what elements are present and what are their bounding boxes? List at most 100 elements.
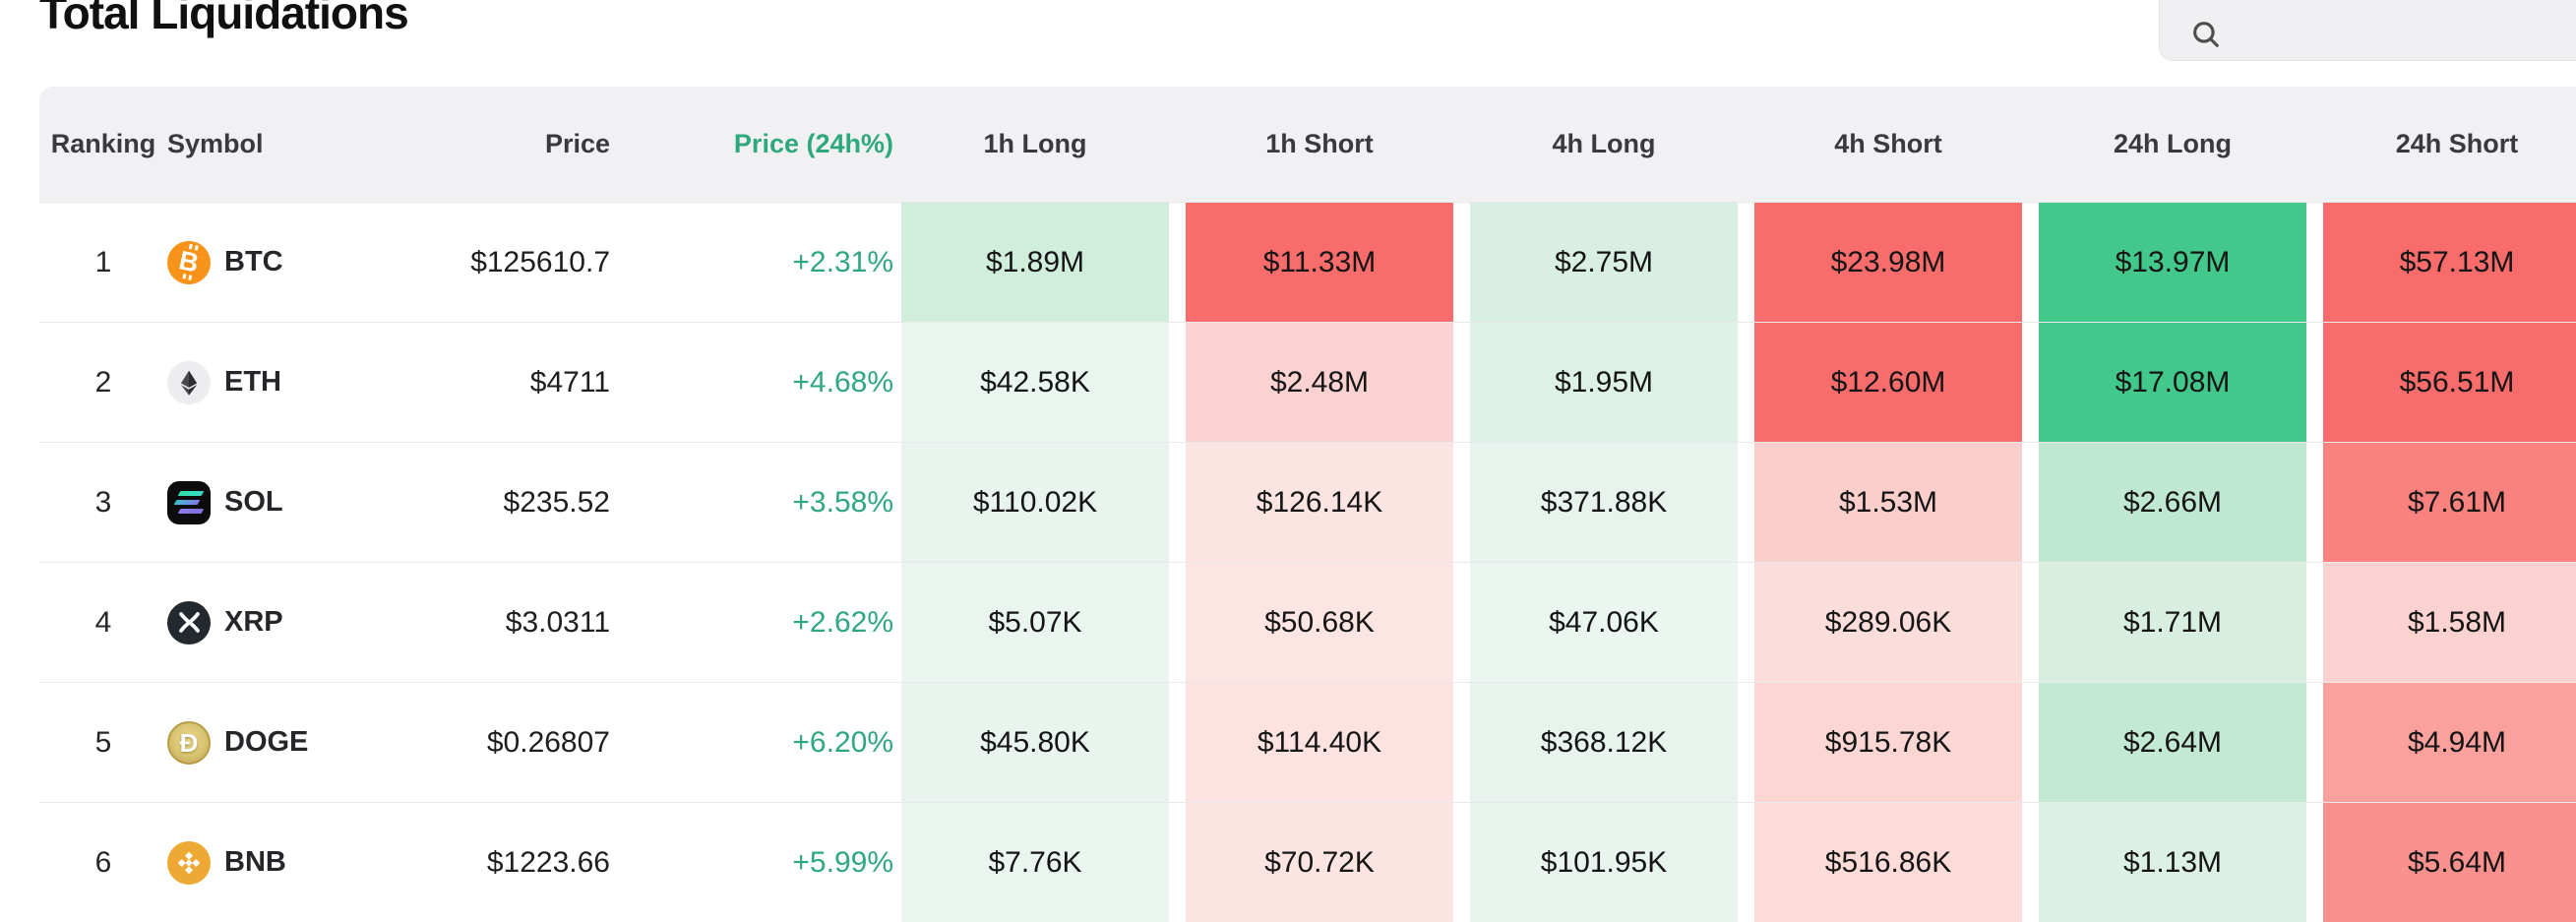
doge-coin-icon: Ð [167, 720, 211, 765]
symbol-cell[interactable]: Ð DOGE [167, 720, 364, 765]
xrp-x-glyph [178, 612, 200, 633]
symbol-ticker: SOL [224, 486, 283, 518]
cell-1h-short: $2.48M [1186, 323, 1453, 442]
cell-1h-short: $70.72K [1186, 803, 1453, 922]
price-value: $125610.7 [470, 245, 610, 278]
price-change-value: +3.58% [792, 485, 893, 519]
doge-d-glyph: Ð [179, 727, 199, 758]
liquidations-table: Ranking Symbol Price Price (24h%) 1h Lon… [39, 87, 2576, 922]
price-value: $1223.66 [486, 845, 610, 879]
symbol-cell[interactable]: B BTC [167, 240, 364, 284]
eth-diamond [180, 370, 198, 396]
cell-4h-long: $2.75M [1470, 203, 1738, 322]
header-24h-long[interactable]: 24h Long [2114, 129, 2232, 158]
price-change-value: +4.68% [792, 365, 893, 399]
cell-4h-long: $47.06K [1470, 563, 1738, 682]
price-value: $3.0311 [505, 605, 610, 639]
ranking-value: 1 [94, 245, 112, 278]
header-ranking[interactable]: Ranking [50, 129, 156, 158]
ranking-value: 3 [94, 485, 112, 519]
price-value: $4711 [529, 365, 610, 399]
table-row[interactable]: 1 B BTC $125610.7 +2.31% $1.89M $11.33M $2.75M $… [39, 202, 2576, 322]
price-change-value: +2.31% [792, 245, 893, 278]
cell-1h-short: $126.14K [1186, 443, 1453, 562]
symbol-cell[interactable]: XRP [167, 600, 364, 645]
ranking-value: 4 [94, 605, 112, 639]
btc-coin-icon: B [167, 240, 211, 284]
ranking-value: 2 [94, 365, 112, 399]
cell-4h-long: $368.12K [1470, 683, 1738, 802]
header-4h-short[interactable]: 4h Short [1834, 129, 1942, 158]
sol-bar [177, 491, 205, 496]
btc-b-glyph: B [176, 243, 202, 280]
cell-24h-long: $17.08M [2039, 323, 2306, 442]
cell-24h-long: $1.13M [2039, 803, 2306, 922]
cell-4h-short: $289.06K [1754, 563, 2022, 682]
table-header-row: Ranking Symbol Price Price (24h%) 1h Lon… [39, 87, 2576, 202]
cell-1h-long: $45.80K [901, 683, 1169, 802]
price-change-value: +5.99% [792, 845, 893, 879]
header-price[interactable]: Price [544, 129, 610, 158]
symbol-ticker: BTC [224, 246, 283, 277]
header-1h-short[interactable]: 1h Short [1265, 129, 1374, 158]
search-icon [2193, 22, 2219, 47]
ranking-value: 6 [94, 845, 112, 879]
symbol-cell[interactable]: ETH [167, 360, 364, 404]
cell-24h-long: $2.64M [2039, 683, 2306, 802]
table-row[interactable]: 2 ETH $4711 +4.68% $42.58K $2.48M $1.95M $12.60… [39, 322, 2576, 442]
cell-24h-short: $4.94M [2323, 683, 2576, 802]
header-4h-long[interactable]: 4h Long [1552, 129, 1656, 158]
price-change-value: +6.20% [792, 725, 893, 759]
price-value: $0.26807 [486, 725, 610, 759]
sol-coin-icon [167, 480, 211, 524]
table-body: 1 B BTC $125610.7 +2.31% $1.89M $11.33M $2.75M $… [39, 202, 2576, 922]
cell-4h-long: $371.88K [1470, 443, 1738, 562]
header-price-24h[interactable]: Price (24h%) [733, 129, 893, 158]
symbol-cell[interactable]: SOL [167, 480, 364, 524]
symbol-ticker: XRP [224, 606, 283, 638]
page-title: Total Liquidations [39, 0, 409, 38]
cell-24h-short: $57.13M [2323, 203, 2576, 322]
cell-4h-long: $1.95M [1470, 323, 1738, 442]
cell-1h-long: $110.02K [901, 443, 1169, 562]
cell-1h-long: $42.58K [901, 323, 1169, 442]
price-change-value: +2.62% [792, 605, 893, 639]
cell-1h-long: $5.07K [901, 563, 1169, 682]
symbol-ticker: BNB [224, 846, 286, 878]
cell-4h-short: $915.78K [1754, 683, 2022, 802]
cell-1h-short: $50.68K [1186, 563, 1453, 682]
header-1h-long[interactable]: 1h Long [983, 129, 1087, 158]
price-value: $235.52 [503, 485, 610, 519]
cell-24h-short: $7.61M [2323, 443, 2576, 562]
cell-1h-short: $114.40K [1186, 683, 1453, 802]
cell-4h-short: $1.53M [1754, 443, 2022, 562]
cell-24h-short: $5.64M [2323, 803, 2576, 922]
cell-24h-long: $13.97M [2039, 203, 2306, 322]
symbol-cell[interactable]: BNB [167, 840, 364, 885]
header-symbol[interactable]: Symbol [167, 129, 264, 158]
cell-24h-short: $56.51M [2323, 323, 2576, 442]
cell-4h-short: $516.86K [1754, 803, 2022, 922]
table-row[interactable]: 6 BNB $1223.66 +5.99% $7.76K $70.72K $101.95K $… [39, 802, 2576, 922]
search-input[interactable] [2239, 14, 2576, 55]
cell-4h-short: $23.98M [1754, 203, 2022, 322]
symbol-ticker: DOGE [224, 726, 309, 758]
ranking-value: 5 [94, 725, 112, 759]
search-box[interactable] [2159, 0, 2576, 61]
cell-1h-short: $11.33M [1186, 203, 1453, 322]
cell-1h-long: $7.76K [901, 803, 1169, 922]
table-row[interactable]: 5 Ð DOGE $0.26807 +6.20% $45.80K $114.40K $368.… [39, 682, 2576, 802]
cell-24h-long: $2.66M [2039, 443, 2306, 562]
cell-4h-short: $12.60M [1754, 323, 2022, 442]
table-row[interactable]: 4 XRP $3.0311 +2.62% $5.07K $50.68K $47.06K $28… [39, 562, 2576, 682]
symbol-ticker: ETH [224, 366, 281, 398]
header-24h-short[interactable]: 24h Short [2395, 129, 2519, 158]
cell-24h-long: $1.71M [2039, 563, 2306, 682]
bnb-coin-icon [167, 840, 211, 885]
cell-24h-short: $1.58M [2323, 563, 2576, 682]
table-row[interactable]: 3 SOL $235.52 +3.58% $110.02K $126.14K $371.88… [39, 442, 2576, 562]
cell-1h-long: $1.89M [901, 203, 1169, 322]
sol-bar [173, 500, 201, 505]
sol-bar [177, 509, 205, 514]
xrp-coin-icon [167, 600, 211, 645]
